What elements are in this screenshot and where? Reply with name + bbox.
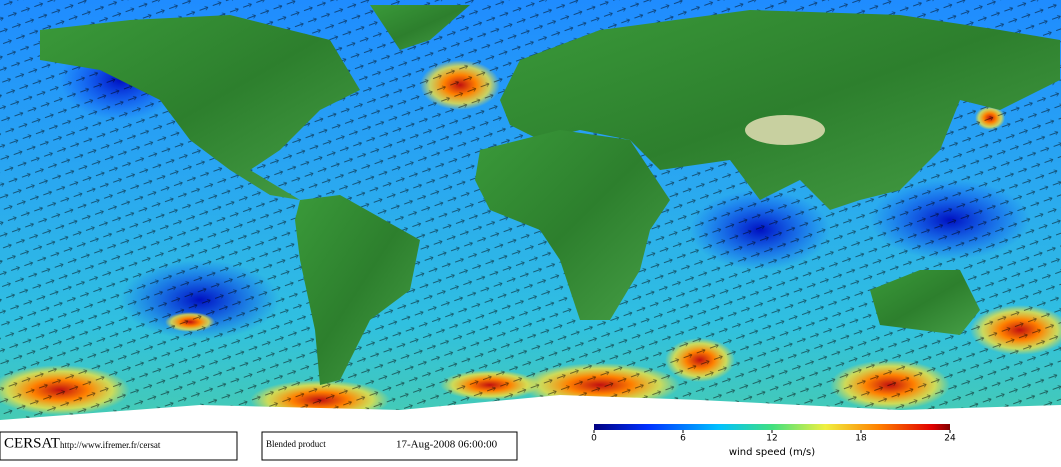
colorbar-tick-label: 18 <box>855 434 867 444</box>
colorbar <box>594 424 950 430</box>
colorbar-tick-label: 24 <box>944 434 956 444</box>
datetime: 17-Aug-2008 06:00:00 <box>396 439 498 451</box>
colorbar-tick-label: 6 <box>680 434 686 444</box>
land <box>40 5 1060 385</box>
logo: CERSAT <box>4 435 60 451</box>
logo-box <box>0 431 238 461</box>
url: http://www.ifremer.fr/cersat <box>60 440 161 450</box>
product: Blended product <box>266 439 326 449</box>
colorbar-tick-label: 0 <box>591 434 597 444</box>
colorbar-label: wind speed (m/s) <box>729 447 815 458</box>
product-box <box>261 431 518 461</box>
colorbar-tick-label: 12 <box>766 434 777 444</box>
